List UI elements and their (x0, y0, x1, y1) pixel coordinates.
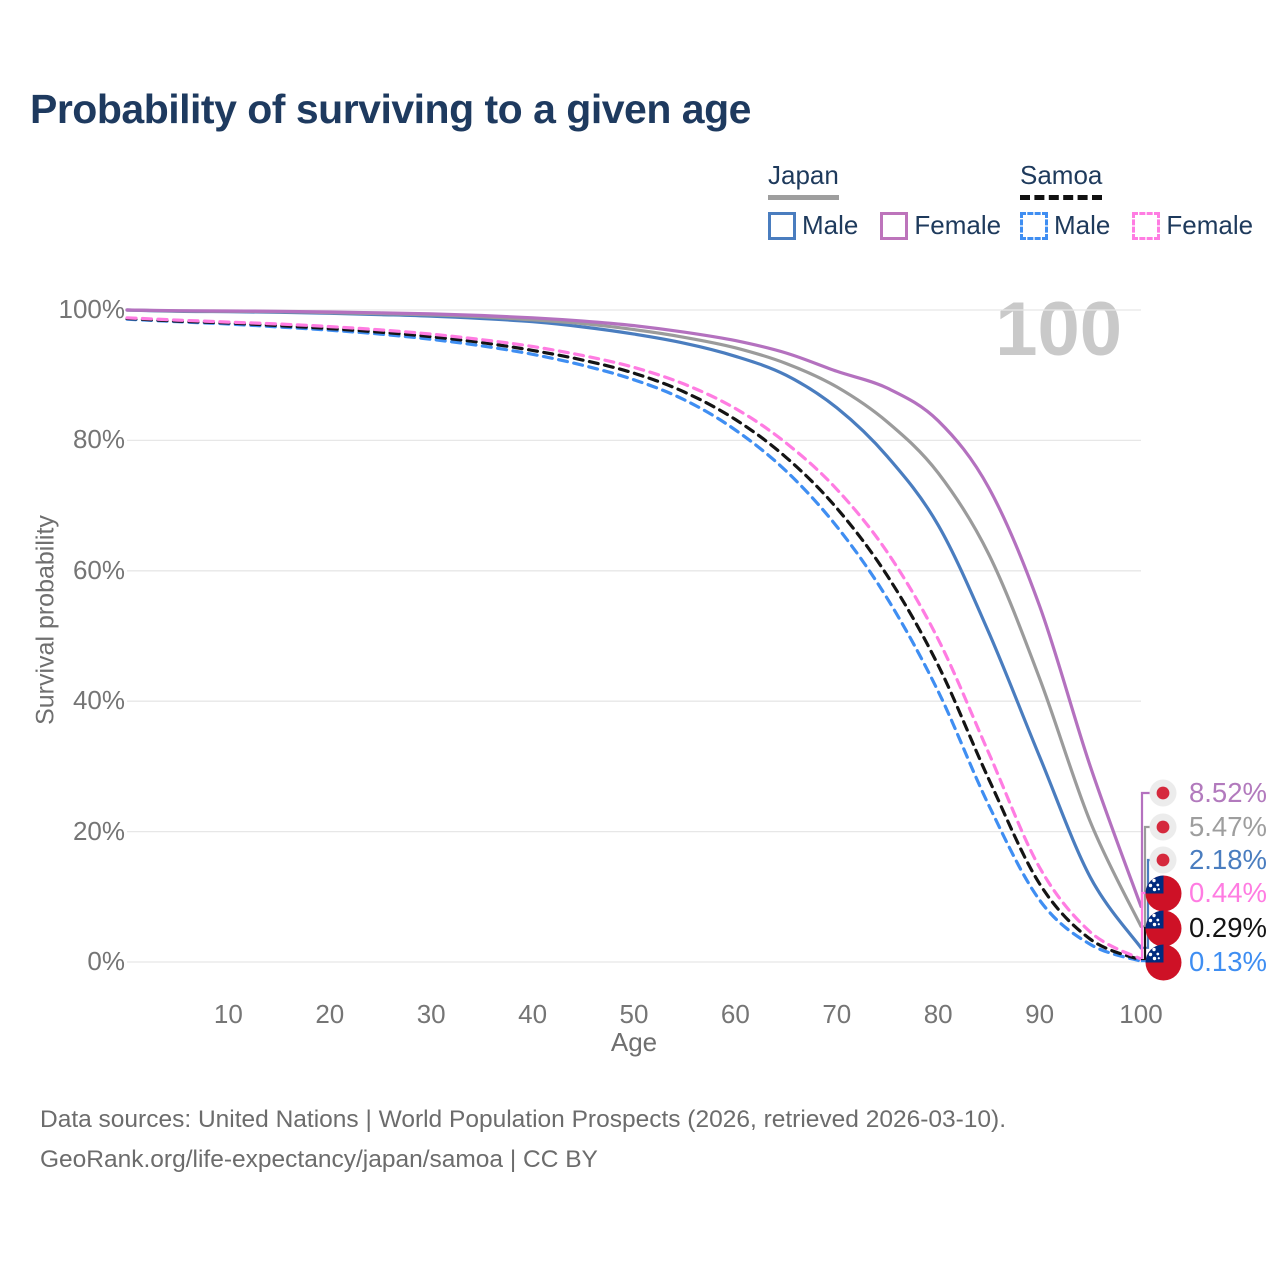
curve-japan-all[interactable] (125, 308, 1143, 928)
legend-item-label: Female (1166, 210, 1254, 240)
japan-flag-icon (1149, 813, 1177, 841)
samoa-flag-icon (1145, 875, 1181, 911)
samoa-female-swatch-icon (1132, 211, 1161, 240)
x-tick-label: 30 (416, 999, 446, 1029)
curve-samoa-female[interactable] (125, 316, 1143, 961)
x-tick-label: 90 (1025, 999, 1055, 1029)
japan-flag (1144, 779, 1182, 807)
samoa-male-swatch-icon (1020, 211, 1048, 240)
end-label-row-samoa-all[interactable]: 0.29% (1144, 909, 1267, 947)
japan-male-swatch-icon (768, 211, 796, 240)
end-label-row-samoa-male[interactable]: 0.13% (1144, 943, 1267, 981)
legend-item-japan-male[interactable]: Male (768, 210, 858, 241)
y-tick-label: 80% (72, 424, 125, 455)
end-label-row-samoa-female[interactable]: 0.44% (1144, 874, 1267, 912)
samoa-flag-icon (1145, 944, 1181, 980)
legend-item-japan-female[interactable]: Female (880, 210, 1001, 241)
legend-row-samoa: Male Female (1020, 210, 1253, 241)
legend-group-japan: Japan Male Female (768, 160, 1001, 241)
samoa-flag (1144, 875, 1182, 912)
end-label-value: 2.18% (1189, 844, 1267, 875)
y-tick-label: 40% (72, 685, 125, 716)
end-label-row-japan-female[interactable]: 8.52% (1144, 774, 1267, 812)
x-tick-label: 70 (822, 999, 852, 1029)
page-title: Probability of surviving to a given age (30, 86, 751, 132)
samoa-flag (1144, 910, 1182, 947)
x-tick-label: 80 (923, 999, 953, 1029)
japan-flag (1144, 846, 1182, 874)
x-tick-label: 60 (720, 999, 750, 1029)
footer-source-line: Data sources: United Nations | World Pop… (40, 1106, 1007, 1133)
japan-flag-icon (1149, 779, 1177, 807)
end-label-row-japan-male[interactable]: 2.18% (1144, 841, 1267, 879)
samoa-flag (1144, 944, 1182, 981)
end-label-value: 0.29% (1189, 912, 1267, 943)
end-label-value: 5.47% (1189, 811, 1267, 842)
age-watermark: 100 (995, 287, 1122, 372)
japan-flag (1144, 813, 1182, 841)
legend-country-japan[interactable]: Japan (768, 160, 839, 200)
x-tick-label: 50 (619, 999, 649, 1029)
footer-url-line: GeoRank.org/life-expectancy/japan/samoa … (40, 1146, 598, 1173)
y-axis-title: Survival probability (31, 515, 60, 725)
legend-country-samoa[interactable]: Samoa (1020, 160, 1103, 200)
x-tick-label: 20 (315, 999, 345, 1029)
x-axis-title: Age (610, 1027, 658, 1057)
legend-item-samoa-female[interactable]: Female (1132, 210, 1253, 241)
curve-samoa-male[interactable] (125, 317, 1143, 963)
y-tick-label: 20% (72, 815, 125, 846)
y-tick-label: 0% (87, 946, 125, 976)
legend-group-samoa: Samoa Male Female (1020, 160, 1253, 241)
x-tick-label: 40 (518, 999, 548, 1029)
x-tick-label: 10 (213, 999, 243, 1029)
y-tick-label: 60% (72, 554, 125, 585)
legend-item-label: Male (1054, 210, 1111, 240)
curve-japan-female[interactable] (125, 308, 1143, 908)
samoa-flag-icon (1145, 910, 1181, 946)
japan-flag-icon (1149, 846, 1177, 874)
curve-japan-male[interactable] (125, 308, 1143, 950)
legend-item-label: Male (802, 210, 859, 240)
end-label-value: 0.44% (1189, 877, 1267, 908)
x-tick-label: 100 (1119, 999, 1163, 1029)
japan-female-swatch-icon (880, 211, 909, 240)
legend-item-label: Female (914, 210, 1002, 240)
legend-row-japan: Male Female (768, 210, 1001, 241)
legend-item-samoa-male[interactable]: Male (1020, 210, 1110, 241)
curve-samoa-all[interactable] (125, 316, 1143, 962)
y-tick-label: 100% (58, 294, 126, 324)
end-label-value: 0.13% (1189, 946, 1267, 977)
end-label-value: 8.52% (1189, 777, 1267, 808)
end-label-row-japan-all[interactable]: 5.47% (1144, 808, 1267, 846)
